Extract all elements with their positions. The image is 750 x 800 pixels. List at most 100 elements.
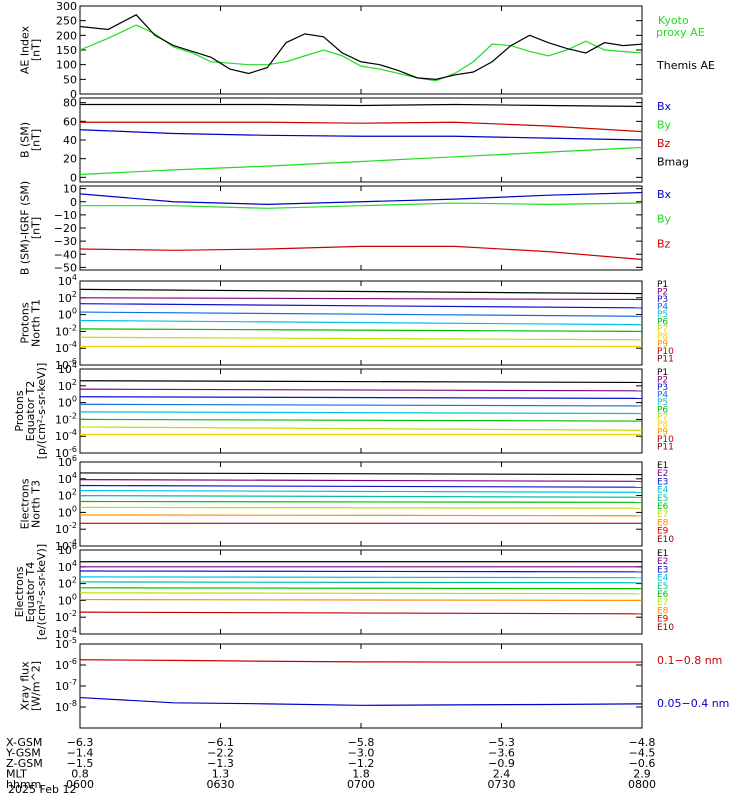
y-axis-label: Xray flux[W/m^2]	[19, 661, 43, 711]
panel-1: AE Index[nT] Kyoto proxy AE Themis AE	[19, 5, 715, 95]
legend-label: E6	[657, 590, 669, 600]
y-tick-label: 102	[58, 576, 77, 591]
x-tick-label: −4.8	[629, 736, 656, 749]
legend-label: P4	[657, 390, 668, 400]
series-line-bz	[80, 121, 643, 133]
legend-label: By	[657, 213, 672, 226]
x-tick-label: 0700	[347, 778, 375, 791]
x-tick-label: −4.5	[629, 747, 656, 760]
series-line-e5	[79, 495, 643, 498]
legend-label: E10	[657, 623, 674, 633]
series-line-e8	[79, 514, 643, 517]
legend-label: By	[657, 119, 672, 132]
series-line-p5	[79, 319, 643, 326]
legend-label: E5	[657, 582, 668, 592]
y-tick-label: 100	[56, 59, 77, 72]
series-line-bx	[79, 129, 643, 141]
x-tick-label: −0.9	[488, 757, 515, 770]
y-tick-label: 104	[58, 273, 77, 288]
y-tick-label: 0	[70, 196, 77, 209]
series-line-e3	[79, 570, 643, 573]
series-line-p3	[79, 396, 643, 399]
series-line-themis-ae	[79, 14, 643, 80]
series-line-p4	[79, 403, 643, 407]
x-tick-label: −1.4	[67, 747, 94, 760]
y-tick-label: 200	[56, 29, 77, 42]
x-tick-label: −5.8	[348, 736, 375, 749]
series-line-p1	[79, 288, 643, 295]
y-tick-label: 150	[56, 44, 77, 57]
y-tick-label: 20	[63, 153, 77, 166]
series-line-e3	[79, 484, 643, 488]
y-tick-label: 0	[70, 88, 77, 101]
legend-label: Themis AE	[656, 59, 715, 72]
legend-label: P2	[657, 287, 668, 297]
legend-label: 0.05−0.4 nm	[657, 697, 729, 710]
legend-label: E6	[657, 502, 669, 512]
y-tick-label: 250	[56, 15, 77, 28]
legend-label: 0.1−0.8 nm	[657, 654, 722, 667]
y-axis-label: AE Index[nT]	[19, 25, 43, 74]
legend-label: P10	[657, 435, 674, 445]
y-tick-label: 10-2	[55, 521, 77, 536]
legend-label: E3	[657, 477, 668, 487]
series-line-e8	[79, 598, 643, 602]
panel-frame	[79, 5, 643, 95]
legend-label: P7	[657, 413, 668, 423]
legend-label: E7	[657, 598, 668, 608]
y-tick-label: 10-2	[55, 609, 77, 624]
panel-3: B (SM)-IGRF (SM)[nT] Bx By Bz	[19, 181, 672, 275]
y-tick-label: 100	[58, 592, 77, 607]
date-label: 2025 Feb 12	[8, 783, 77, 796]
legend-label: P1	[657, 368, 668, 378]
legend-label: E4	[657, 574, 669, 584]
panel-7: ElectronsEquator T4[e/(cm²-s-sr-keV)] E1E…	[13, 544, 674, 640]
legend-label: P1	[657, 280, 668, 290]
legend-label: P8	[657, 420, 668, 430]
legend-label: P10	[657, 347, 674, 357]
legend-label: Kyoto proxy AE	[656, 14, 705, 39]
legend-label: P6	[657, 405, 668, 415]
series-line-e5	[79, 581, 643, 584]
series-line-e4	[79, 576, 643, 579]
legend-label: E1	[657, 549, 668, 559]
x-tick-label: −1.3	[207, 757, 234, 770]
legend-label: P7	[657, 325, 668, 335]
legend-label: Bx	[657, 100, 672, 113]
panel-frame	[79, 643, 643, 729]
x-tick-label: 0.8	[71, 768, 89, 781]
x-tick-label: 1.3	[212, 768, 230, 781]
legend-label: P11	[657, 443, 674, 453]
y-tick-label: −30	[54, 235, 77, 248]
x-tick-label: −3.0	[348, 747, 375, 760]
legend-label: Bmag	[657, 156, 689, 169]
x-tick-label: 2.4	[493, 768, 511, 781]
series-line-e9	[79, 611, 643, 615]
y-tick-label: −40	[54, 248, 77, 261]
series-line-p3	[79, 303, 643, 309]
series-line-e1	[79, 472, 643, 476]
series-line-p4	[79, 311, 643, 317]
series-line-e6	[79, 500, 643, 503]
x-tick-label: −0.6	[629, 757, 656, 770]
y-tick-label: 10-5	[55, 636, 77, 651]
y-tick-label: 102	[58, 290, 77, 305]
y-tick-label: 10	[63, 183, 77, 196]
panel-2: B (SM)[nT] Bx By Bz Bmag	[19, 97, 689, 183]
y-tick-label: 10-4	[55, 428, 77, 443]
x-tick-label: −5.3	[488, 736, 515, 749]
x-row-label: hhmm	[6, 778, 41, 791]
y-tick-label: 102	[58, 488, 77, 503]
legend-label: P3	[657, 295, 668, 305]
x-tick-label: 0730	[488, 778, 516, 791]
legend-label: E7	[657, 510, 668, 520]
legend-label: Bz	[657, 237, 671, 250]
legend-label: E2	[657, 469, 668, 479]
series-line-p1	[79, 380, 643, 384]
y-tick-label: 10-4	[55, 626, 77, 641]
legend-label: P9	[657, 428, 668, 438]
series-line-p7	[79, 426, 643, 431]
x-row-label: Z-GSM	[6, 757, 43, 770]
legend-label: Bx	[657, 188, 672, 201]
